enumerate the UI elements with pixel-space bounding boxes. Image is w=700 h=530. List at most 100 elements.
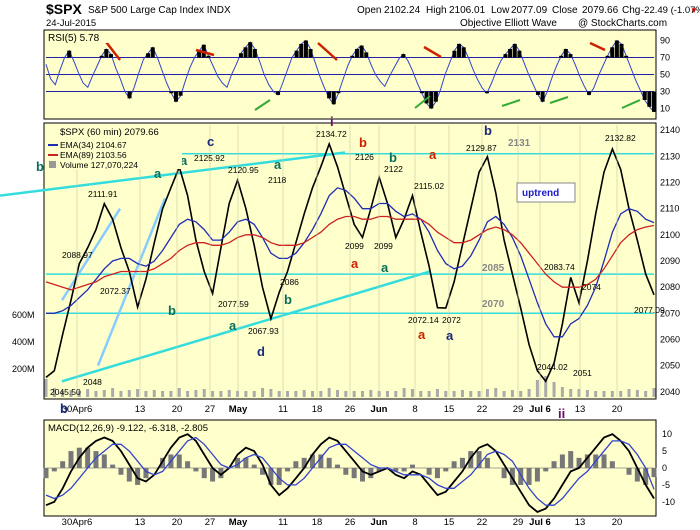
- level-label: 2085: [482, 263, 505, 274]
- rsi-overbought-fill: [461, 47, 466, 58]
- macd-signal-line: [45, 436, 655, 506]
- volume-bar: [594, 391, 598, 397]
- macd-histogram-bar: [559, 454, 565, 468]
- rsi-divergence-red: [423, 45, 442, 59]
- volume-bar: [186, 391, 190, 397]
- price-label: 2067.93: [248, 326, 279, 336]
- rsi-overbought-fill: [619, 43, 624, 58]
- macd-histogram-bar: [276, 468, 282, 485]
- volume-bar: [469, 391, 473, 397]
- macd-x-tick: 22: [477, 517, 488, 528]
- wave-label-a: a: [429, 147, 437, 162]
- rsi-oversold-fill: [331, 91, 336, 105]
- macd-histogram-bar: [434, 468, 440, 479]
- macd-histogram-bar: [135, 468, 141, 485]
- rsi-overbought-fill: [146, 53, 151, 58]
- rsi-overbought-fill: [350, 55, 355, 58]
- price-label: 2077.09: [634, 305, 665, 315]
- close-label: Close: [552, 5, 578, 16]
- volume-bar: [352, 391, 356, 397]
- macd-histogram-bar: [210, 468, 216, 482]
- macd-histogram-bar: [576, 457, 582, 468]
- volume-bar: [102, 390, 106, 397]
- volume-bar: [494, 388, 498, 397]
- price-label: 2072.14: [408, 315, 439, 325]
- macd-histogram-bar: [543, 468, 549, 472]
- macd-y-tick: -10: [662, 497, 675, 507]
- volume-bar: [360, 391, 364, 397]
- rsi-y-tick: 50: [660, 70, 670, 80]
- rsi-overbought-fill: [401, 54, 406, 58]
- rsi-divergence-red: [589, 41, 606, 52]
- volume-bar: [477, 391, 481, 397]
- rsi-overbought-fill: [243, 47, 248, 58]
- wave-label-a: a: [446, 328, 454, 343]
- macd-histogram-bar: [409, 464, 415, 468]
- price-y-tick: 2140: [660, 125, 680, 135]
- rsi-overbought-fill: [354, 49, 359, 58]
- wave-label-b: b: [36, 159, 44, 174]
- volume-y-tick: 600M: [12, 310, 35, 320]
- macd-histogram-bar: [285, 468, 291, 472]
- rsi-divergence-green: [621, 99, 641, 109]
- rsi-divergence-green: [549, 96, 569, 104]
- price-label: 2072: [442, 315, 461, 325]
- legend-price: $SPX (60 min) 2079.66: [60, 127, 159, 138]
- price-label: 2134.72: [316, 129, 347, 139]
- rsi-overbought-fill: [104, 49, 109, 58]
- volume-bar: [94, 391, 98, 397]
- rsi-overbought-fill: [248, 42, 253, 58]
- open-label: Open: [357, 5, 381, 16]
- legend-bg: [46, 125, 182, 169]
- rsi-oversold-fill: [652, 91, 656, 112]
- macd-histogram-bar: [235, 457, 241, 468]
- rsi-oversold-fill: [642, 91, 647, 100]
- macd-x-tick: 8: [412, 517, 417, 528]
- macd-histogram-bar: [426, 468, 432, 475]
- macd-histogram-bar: [551, 461, 557, 468]
- rsi-overbought-fill: [108, 54, 113, 58]
- rsi-oversold-fill: [433, 91, 438, 102]
- wave-label-a: a: [274, 157, 282, 172]
- macd-histogram-bar: [393, 468, 399, 472]
- price-label: 2074: [582, 282, 601, 292]
- wave-label-d: d: [257, 344, 265, 359]
- wave-label-b: b: [359, 135, 367, 150]
- macd-histogram-bar: [459, 457, 465, 468]
- price-label: 2083.74: [544, 262, 575, 272]
- rsi-overbought-fill: [67, 50, 72, 58]
- close-value: 2079.66: [582, 5, 619, 16]
- volume-bar: [319, 391, 323, 397]
- rsi-oversold-fill: [424, 91, 429, 104]
- rsi-overbought-fill: [252, 49, 257, 58]
- volume-bar: [385, 391, 389, 397]
- price-label: 2077.59: [218, 299, 249, 309]
- macd-histogram-bar: [609, 461, 615, 468]
- macd-histogram-bar: [85, 447, 91, 468]
- price-label: 2048: [83, 377, 102, 387]
- uptrend-label: uptrend: [522, 188, 559, 199]
- volume-bar: [510, 390, 514, 397]
- wave-label-b: b: [284, 292, 292, 307]
- legend-ema89: EMA(89) 2103.56: [60, 150, 127, 160]
- rsi-overbought-fill: [559, 55, 564, 58]
- rsi-overbought-fill: [517, 50, 522, 58]
- rsi-overbought-fill: [303, 40, 308, 58]
- legend-ema34: EMA(34) 2104.67: [60, 140, 127, 150]
- macd-x-tick: 20: [612, 517, 623, 528]
- volume-bars: [44, 376, 656, 397]
- price-y-tick: 2090: [660, 256, 680, 266]
- price-label: 2126: [355, 152, 374, 162]
- price-x-tick: 13: [575, 404, 586, 415]
- volume-bar: [202, 389, 206, 397]
- macd-histogram-bar: [268, 468, 274, 485]
- rsi-divergence-red: [317, 42, 338, 61]
- price-label: 2115.02: [414, 181, 444, 191]
- macd-histogram-bar: [376, 468, 382, 472]
- macd-x-tick: 11: [278, 517, 288, 528]
- wave-label-b: b: [484, 123, 492, 138]
- volume-bar: [419, 391, 423, 397]
- macd-histogram-bar: [310, 454, 316, 468]
- rsi-overbought-fill: [359, 45, 364, 58]
